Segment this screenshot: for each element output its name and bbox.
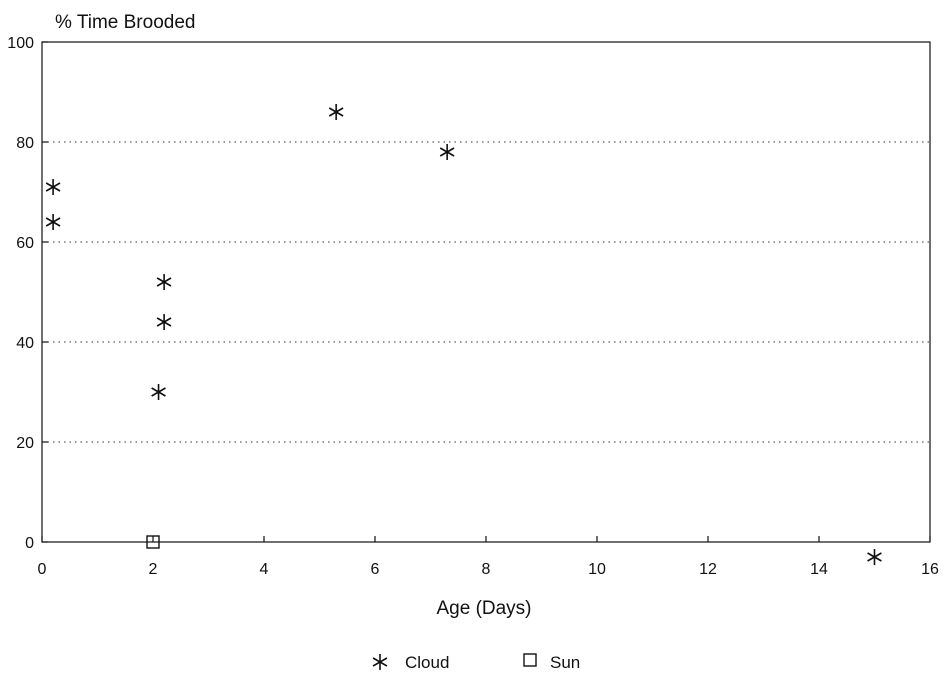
x-tick-label: 14 — [810, 561, 828, 578]
legend-sun-square — [523, 653, 537, 667]
x-tick-label: 6 — [371, 561, 380, 578]
y-axis: 0 20 40 60 80 100 — [7, 35, 48, 552]
y-axis-title: % Time Brooded — [55, 12, 195, 33]
x-axis-title: Age (Days) — [436, 598, 531, 619]
plot-area-frame — [41, 41, 931, 543]
y-tick-label: 100 — [7, 35, 34, 52]
x-tick-label: 4 — [260, 561, 269, 578]
legend-cloud-marker — [372, 654, 388, 670]
legend-sun-label: Sun — [550, 653, 580, 672]
y-tick-label: 0 — [25, 535, 34, 552]
data-point-cloud — [45, 179, 61, 195]
x-tick-label: 16 — [921, 561, 939, 578]
data-point-cloud — [151, 384, 166, 400]
legend-sun-marker — [523, 653, 537, 667]
y-tick-label: 60 — [16, 235, 34, 252]
data-point-cloud — [328, 104, 344, 120]
y-tick-label: 40 — [16, 335, 34, 352]
x-tick-label: 10 — [588, 561, 606, 578]
x-tick-label: 8 — [482, 561, 491, 578]
data-point-cloud — [867, 549, 882, 565]
data-point-cloud — [45, 214, 61, 230]
legend: Cloud Sun — [372, 653, 580, 672]
y-tick-label: 80 — [16, 135, 34, 152]
data-point-sun — [146, 535, 160, 549]
x-tick-label: 12 — [699, 561, 717, 578]
y-tick-label: 20 — [16, 435, 34, 452]
data-point-cloud — [156, 274, 172, 290]
legend-cloud-asterisk — [372, 654, 388, 670]
data-point-cloud — [156, 314, 172, 330]
grid-lines — [42, 141, 930, 443]
x-tick-label: 0 — [38, 561, 47, 578]
x-tick-label: 2 — [149, 561, 158, 578]
data-points — [45, 104, 882, 565]
data-point-cloud — [439, 144, 455, 160]
x-axis: 0 2 4 6 8 10 12 14 16 — [38, 536, 939, 578]
legend-cloud-label: Cloud — [405, 653, 449, 672]
